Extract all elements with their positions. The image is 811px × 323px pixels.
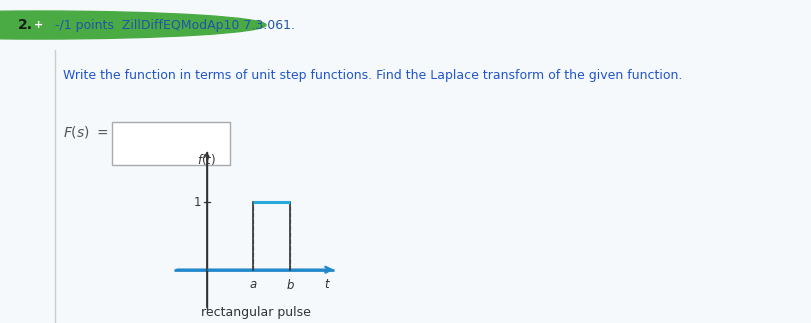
Text: $a$: $a$	[249, 278, 257, 291]
Circle shape	[0, 11, 266, 39]
Text: 2.: 2.	[18, 18, 32, 32]
Text: rectangular pulse: rectangular pulse	[200, 306, 311, 318]
Text: 1: 1	[193, 196, 201, 209]
Text: $t$: $t$	[324, 278, 331, 291]
Text: Write the function in terms of unit step functions. Find the Laplace transform o: Write the function in terms of unit step…	[63, 69, 683, 82]
Text: +: +	[34, 20, 44, 30]
Text: $F(s)\ =$: $F(s)\ =$	[63, 124, 109, 140]
Text: -/1 points  ZillDiffEQModAp10 7.3.061.: -/1 points ZillDiffEQModAp10 7.3.061.	[55, 18, 295, 32]
FancyBboxPatch shape	[112, 122, 230, 165]
Text: $b$: $b$	[285, 278, 294, 292]
Text: $f(t)$: $f(t)$	[197, 152, 217, 167]
